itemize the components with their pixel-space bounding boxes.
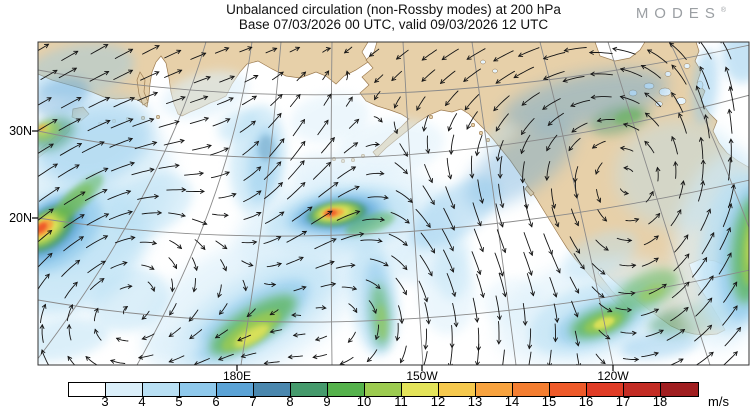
speed-shading-blob: [484, 121, 516, 149]
speed-shading-blob: [593, 316, 615, 330]
speed-shading-blob: [38, 95, 154, 185]
colorbar-cell: [180, 383, 217, 396]
colorbar-tick-label: 10: [356, 394, 372, 408]
colorbar-tick-label: 14: [504, 394, 520, 408]
colorbar-cell: [328, 383, 365, 396]
wind-speed-shading: [38, 42, 749, 365]
colorbar-cell: [106, 383, 143, 396]
colorbar-cell: [439, 383, 476, 396]
colorbar-cell: [143, 383, 180, 396]
speed-colorbar: [68, 382, 699, 397]
speed-shading-blob: [91, 268, 169, 332]
wind-vector-arrows: [38, 42, 742, 365]
lat-tick-label: 30N: [9, 124, 32, 138]
map-frame: [37, 41, 750, 366]
graticule-line: [539, 42, 614, 365]
colorbar-tick-label: 12: [430, 394, 446, 408]
speed-shading-blob: [38, 222, 48, 234]
speed-shading-blob: [615, 120, 745, 230]
colorbar-cell: [624, 383, 661, 396]
speed-shading-blob: [290, 93, 370, 143]
graticule-line: [38, 42, 207, 360]
lon-tick-label: 150W: [406, 369, 438, 383]
speed-shading-blob: [335, 118, 445, 178]
island: [470, 123, 475, 128]
graticule-line: [471, 42, 517, 365]
colorbar-tick-label: 17: [615, 394, 631, 408]
colorbar-cell: [550, 383, 587, 396]
colorbar-tick-label: 18: [652, 394, 668, 408]
colorbar-tick-label: 6: [212, 394, 220, 408]
speed-shading-blob: [434, 240, 470, 300]
graticule: [38, 42, 749, 365]
colorbar-cell: [513, 383, 550, 396]
lon-tick-label: 180E: [222, 369, 252, 383]
colorbar-cell: [365, 383, 402, 396]
lake: [492, 68, 498, 74]
colorbar-tick-label: 7: [249, 394, 257, 408]
colorbar-cell: [587, 383, 624, 396]
graticule-line: [669, 42, 749, 229]
colorbar-cell: [402, 383, 439, 396]
colorbar-tick-label: 3: [101, 394, 109, 408]
axis-ticks: [32, 130, 614, 371]
speed-shading-blob: [234, 324, 270, 348]
colorbar-tick-label: 15: [541, 394, 557, 408]
colorbar-tick-label: 8: [286, 394, 294, 408]
lon-tick-label: 120W: [597, 369, 629, 383]
colorbar-tick-label: 4: [138, 394, 146, 408]
graticule-line: [402, 42, 424, 365]
modes-logo: MODES®: [635, 5, 726, 22]
colorbar-tick-label: 13: [467, 394, 483, 408]
speed-shading-blob: [376, 304, 388, 340]
speed-shading-blob: [501, 69, 669, 131]
colorbar-unit: m/s: [708, 394, 729, 408]
speed-shading-blob: [614, 109, 642, 125]
colorbar-cell: [69, 383, 106, 396]
colorbar-tick-label: 16: [578, 394, 594, 408]
speed-shading-blob: [145, 333, 205, 357]
island: [478, 131, 483, 136]
graticule-line: [38, 94, 749, 159]
speed-shading-blob: [691, 49, 719, 125]
lake: [480, 59, 486, 65]
graticule-line: [38, 179, 749, 237]
lake: [664, 71, 672, 77]
island: [428, 115, 433, 120]
speed-shading-blob: [38, 318, 110, 362]
speed-shading-blob: [161, 70, 249, 120]
colorbar-tick-label: 9: [323, 394, 331, 408]
speed-shading-blob: [620, 330, 700, 360]
speed-shading-blob: [345, 212, 395, 236]
colorbar-cell: [476, 383, 513, 396]
graticule-line: [240, 42, 282, 365]
landmass: [136, 71, 149, 106]
graticule-line: [38, 269, 749, 323]
chart-subtitle: Base 07/03/2026 00 UTC, valid 09/03/2026…: [238, 17, 549, 32]
lake: [675, 97, 687, 105]
island: [156, 115, 161, 120]
speed-shading-blob: [38, 77, 89, 117]
graticule-line: [38, 44, 749, 96]
colorbar-tick-label: 11: [394, 394, 408, 408]
graticule-line: [330, 42, 333, 365]
colorbar-cell: [291, 383, 328, 396]
colorbar-tick-label: 5: [175, 394, 183, 408]
lat-tick-label: 20N: [9, 211, 32, 225]
speed-shading-blob: [410, 177, 500, 249]
speed-shading-blob: [722, 42, 749, 83]
graticule-line: [607, 42, 711, 365]
speed-shading-blob: [731, 196, 749, 304]
colorbar-cell: [661, 383, 698, 396]
colorbar-cell: [254, 383, 291, 396]
graticule-line: [136, 42, 253, 365]
chart-title: Unbalanced circulation (non-Rossby modes…: [226, 2, 561, 17]
speed-shading-blob: [741, 210, 749, 286]
lake: [683, 63, 691, 69]
colorbar-cell: [217, 383, 254, 396]
registered-mark: ®: [720, 7, 726, 14]
speed-shading-blob: [56, 174, 104, 218]
